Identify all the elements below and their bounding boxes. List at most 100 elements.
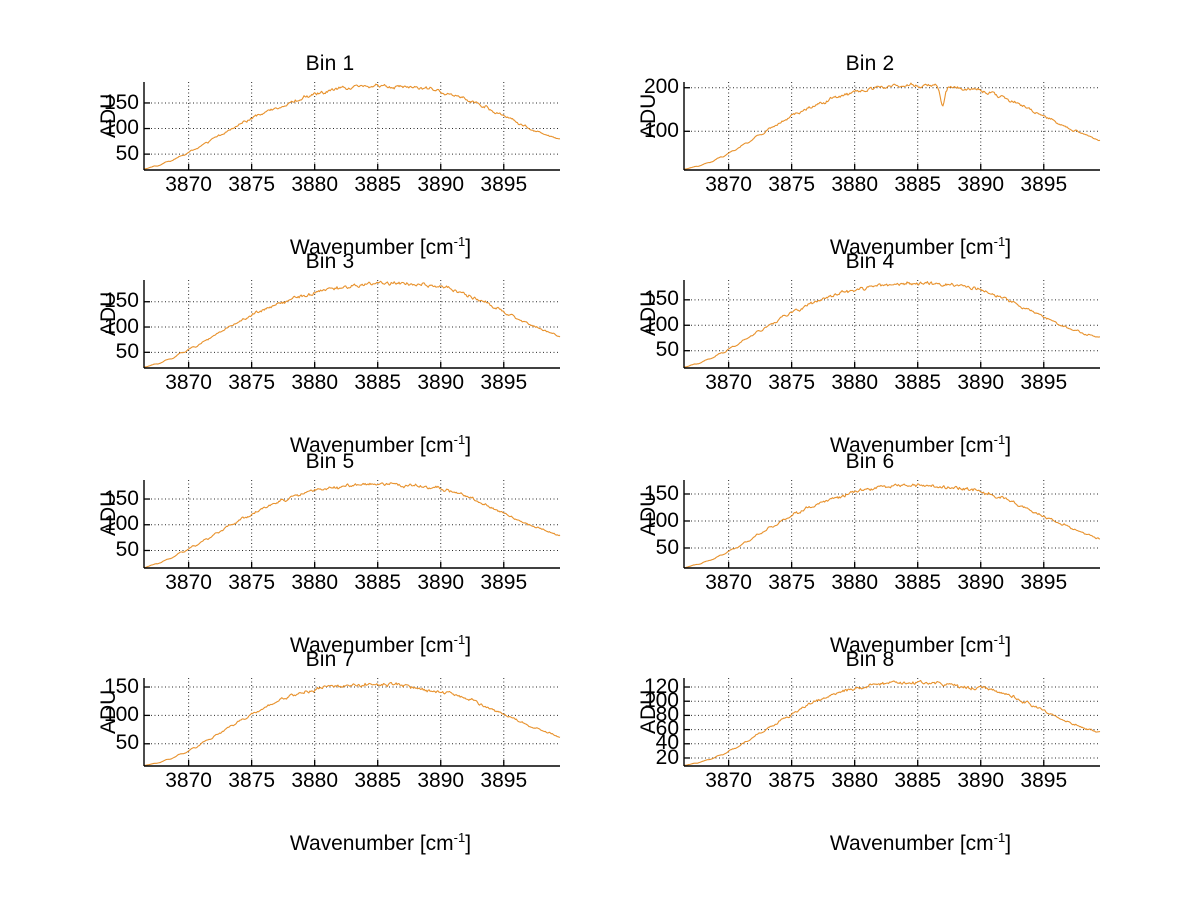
x-axis-label-text: Wavenumber [cm	[289, 236, 454, 259]
x-tick-label: 3875	[228, 173, 275, 194]
x-tick-label: 3895	[480, 371, 527, 392]
x-axis-label: Wavenumber [cm-1]	[683, 234, 1158, 260]
x-tick-label: 3875	[228, 571, 275, 592]
x-axis-label-bracket: ]	[465, 832, 472, 855]
x-axis-label: Wavenumber [cm-1]	[683, 830, 1158, 856]
x-axis-label-text: Wavenumber [cm	[829, 236, 994, 259]
x-tick-label: 3890	[957, 371, 1004, 392]
plot-svg-bin-3: 3870 3875 3880 3885 3890 3895	[143, 280, 561, 392]
plot-svg-bin-1: 3870 3875 3880 3885 3890 3895	[143, 82, 561, 194]
data-trace	[143, 482, 561, 568]
x-tick-label: 3885	[894, 371, 941, 392]
subplot-bin-5: Bin 5 3870 3875 3880 3885 3890 3895 ADU 50 100 150…	[60, 450, 600, 657]
x-axis-label-bracket: ]	[1005, 832, 1012, 855]
plot-area: 3870 3875 3880 3885 3890 3895 ADU 50 100 150 Waven…	[637, 280, 1101, 457]
plot-area: 3870 3875 3880 3885 3890 3895 ADU 50 100 150 Waven…	[637, 480, 1101, 657]
subplot-bin-2: Bin 2 3870 3875 3880 3885 3890 3895 ADU 100 200 Wa…	[600, 52, 1140, 259]
subplot-title: Bin 3	[305, 250, 355, 273]
y-tick-label: 200	[643, 75, 679, 99]
x-tick-label: 3870	[165, 371, 212, 392]
y-tick-label: 150	[103, 90, 139, 114]
subplot-title: Bin 7	[305, 648, 355, 671]
x-tick-label: 3885	[894, 769, 941, 790]
data-trace	[684, 483, 1101, 569]
y-tick-label: 40	[655, 731, 679, 755]
x-tick-label: 3895	[480, 173, 527, 194]
subplot-title: Bin 5	[305, 450, 355, 473]
data-trace	[143, 681, 561, 766]
y-tick-labels: 50 100 150	[91, 280, 139, 368]
x-tick-label: 3890	[417, 371, 464, 392]
x-axis-label-exponent: -1	[453, 632, 466, 647]
x-tick-label: 3875	[768, 173, 815, 194]
x-axis-label: Wavenumber [cm-1]	[683, 632, 1158, 658]
x-axis-label-exponent: -1	[453, 830, 466, 845]
x-tick-label: 3870	[705, 571, 752, 592]
x-tick-label: 3875	[228, 769, 275, 790]
y-tick-label: 100	[643, 508, 679, 532]
x-axis-label-exponent: -1	[993, 632, 1006, 647]
y-tick-label: 50	[115, 141, 139, 165]
x-axis-label-exponent: -1	[453, 234, 466, 249]
x-axis-label-exponent: -1	[453, 432, 466, 447]
x-axis-label-text: Wavenumber [cm	[829, 634, 994, 657]
x-tick-label: 3870	[705, 173, 752, 194]
y-tick-label: 50	[115, 731, 139, 755]
y-tick-labels: 100 200	[631, 76, 679, 170]
plot-svg-bin-7: 3870 3875 3880 3885 3890 3895	[143, 678, 561, 790]
x-tick-label: 3885	[354, 571, 401, 592]
subplot-bin-7: Bin 7 3870 3875 3880 3885 3890 3895 ADU 50 100 150…	[60, 648, 600, 855]
x-axis-label: Wavenumber [cm-1]	[143, 632, 618, 658]
y-tick-label: 120	[643, 674, 679, 698]
x-tick-label: 3870	[705, 769, 752, 790]
x-tick-label: 3870	[165, 173, 212, 194]
x-axis-label: Wavenumber [cm-1]	[143, 234, 618, 260]
x-tick-label: 3885	[894, 173, 941, 194]
x-axis-label-bracket: ]	[1005, 434, 1012, 457]
y-tick-label: 100	[643, 312, 679, 336]
x-tick-label: 3880	[291, 571, 338, 592]
subplot-bin-4: Bin 4 3870 3875 3880 3885 3890 3895 ADU 50 100 150…	[600, 250, 1140, 457]
x-tick-label: 3885	[354, 371, 401, 392]
x-axis-label: Wavenumber [cm-1]	[683, 432, 1158, 458]
x-axis-label-bracket: ]	[465, 236, 472, 259]
subplot-bin-6: Bin 6 3870 3875 3880 3885 3890 3895 ADU 50 100 150…	[600, 450, 1140, 657]
x-tick-label: 3890	[957, 769, 1004, 790]
x-tick-label: 3870	[165, 769, 212, 790]
subplot-title: Bin 1	[305, 52, 355, 75]
x-tick-label: 3895	[1020, 173, 1067, 194]
y-tick-label: 100	[103, 512, 139, 536]
y-tick-label: 150	[103, 674, 139, 698]
y-tick-label: 100	[643, 688, 679, 712]
plot-svg-bin-8: 3870 3875 3880 3885 3890 3895	[683, 678, 1101, 790]
subplot-bin-1: Bin 1 3870 3875 3880 3885 3890 3895 ADU 50 100 150…	[60, 52, 600, 259]
x-axis-label-bracket: ]	[465, 634, 472, 657]
y-tick-label: 50	[115, 538, 139, 561]
subplot-title: Bin 8	[845, 648, 895, 671]
x-tick-label: 3880	[291, 371, 338, 392]
x-tick-label: 3895	[1020, 571, 1067, 592]
x-axis-label-text: Wavenumber [cm	[289, 634, 454, 657]
x-tick-label: 3885	[354, 173, 401, 194]
y-tick-label: 60	[655, 717, 679, 741]
x-tick-label: 3895	[480, 769, 527, 790]
x-tick-label: 3880	[831, 371, 878, 392]
x-tick-label: 3880	[831, 173, 878, 194]
data-trace	[683, 82, 1101, 170]
y-tick-label: 150	[643, 287, 679, 311]
plot-area: 3870 3875 3880 3885 3890 3895 ADU 50 100 150 Waven…	[97, 82, 561, 259]
data-trace	[683, 679, 1101, 766]
x-tick-label: 3875	[768, 571, 815, 592]
x-axis-label-text: Wavenumber [cm	[289, 434, 454, 457]
x-tick-label: 3890	[417, 571, 464, 592]
y-tick-label: 80	[655, 702, 679, 726]
x-tick-label: 3875	[228, 371, 275, 392]
x-tick-label: 3895	[480, 571, 527, 592]
y-tick-labels: 50 100 150	[631, 280, 679, 368]
y-tick-label: 150	[643, 481, 679, 505]
x-tick-label: 3880	[291, 173, 338, 194]
y-tick-label: 50	[115, 339, 139, 363]
y-tick-label: 100	[103, 314, 139, 338]
plot-svg-bin-2: 3870 3875 3880 3885 3890 3895	[683, 82, 1101, 194]
